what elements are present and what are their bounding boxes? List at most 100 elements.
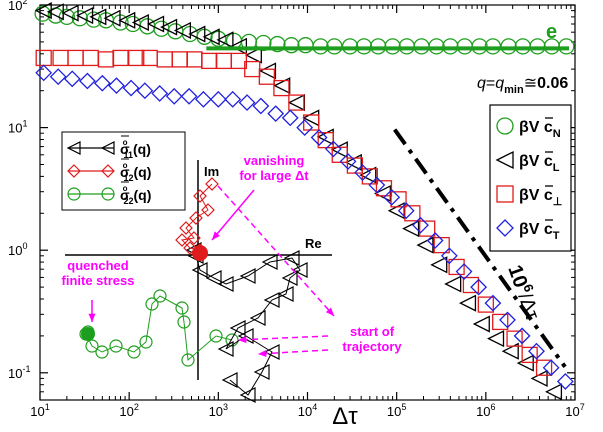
data-point <box>373 184 392 203</box>
trajectory-22-point <box>181 353 195 367</box>
data-point <box>281 109 299 127</box>
data-point <box>462 276 480 294</box>
trajectory-11-point <box>239 268 256 284</box>
data-point <box>112 49 129 67</box>
data-point <box>556 373 574 390</box>
data-point <box>63 70 81 88</box>
data-point <box>194 90 212 108</box>
data-point <box>297 37 314 54</box>
data-point <box>216 31 234 49</box>
data-point <box>273 77 291 95</box>
data-point <box>131 13 149 32</box>
data-point <box>302 109 320 127</box>
data-point <box>61 4 79 22</box>
data-point <box>89 8 107 26</box>
data-point <box>339 152 357 170</box>
data-point <box>477 296 494 313</box>
data-point <box>397 202 415 220</box>
trajectory-11-point <box>281 270 298 286</box>
data-point <box>542 359 560 377</box>
trajectory-12-point <box>201 203 215 217</box>
data-point <box>433 236 450 254</box>
trajectory-12-point <box>187 231 201 245</box>
data-point <box>455 263 473 280</box>
data-point <box>147 15 165 33</box>
legend-marker <box>496 117 514 135</box>
data-point <box>544 383 563 401</box>
vanishing-dashed-line-head <box>325 307 334 316</box>
x-tick-label: 102 <box>119 402 138 419</box>
data-point <box>78 72 96 90</box>
data-point <box>383 188 401 206</box>
legend-label: βV cL <box>519 153 560 174</box>
x-tick-label: 105 <box>387 402 406 419</box>
data-point <box>188 25 206 43</box>
trajectory-11-point <box>261 254 278 270</box>
data-point <box>215 52 232 70</box>
data-point <box>324 140 342 158</box>
inset-legend-marker <box>66 141 81 155</box>
start-arrow-1-head <box>238 336 247 344</box>
data-point <box>470 278 488 296</box>
trajectory-12-point <box>179 221 193 235</box>
inset-legend-marker <box>67 187 81 201</box>
data-point <box>165 87 183 105</box>
trajectory-11-point <box>283 250 300 266</box>
trajectory-12-line <box>180 183 213 251</box>
start-arrow-2 <box>257 349 329 355</box>
data-point <box>499 311 516 329</box>
trajectory-12-point <box>189 211 203 225</box>
inset-legend-label: σo 11(q) <box>120 138 151 160</box>
trajectory-12-point <box>205 177 219 191</box>
axis-ticks: 101 102 103 104 105 106 107 10-1 100 101 102 <box>8 0 585 419</box>
data-point <box>530 369 548 387</box>
data-point <box>97 51 115 68</box>
data-point <box>404 205 421 222</box>
data-point <box>258 62 277 80</box>
data-point <box>46 3 64 21</box>
start-annotation: start of trajectory <box>342 324 402 354</box>
quenched-arrow-head <box>88 313 96 322</box>
legend-label: βV c⊥ <box>519 187 562 208</box>
data-point <box>141 49 158 67</box>
start-arrow-2-head <box>258 350 267 358</box>
vanishing-arrow <box>211 189 255 241</box>
legend-marker <box>496 219 514 237</box>
trajectory-22-point <box>177 315 191 329</box>
legend-label: βV cN <box>519 119 561 140</box>
data-point <box>430 256 448 274</box>
data-point <box>528 342 545 360</box>
data-point <box>419 220 436 237</box>
inset-legend-label: σo 22(q) <box>120 184 151 206</box>
legend-marker <box>496 185 514 203</box>
data-point <box>296 119 314 137</box>
series-2 <box>35 49 553 376</box>
data-point <box>287 94 306 112</box>
series-3 <box>35 64 574 390</box>
trajectory-12-point <box>183 241 197 255</box>
data-point <box>368 176 386 194</box>
data-point <box>444 275 462 293</box>
data-point <box>255 34 272 52</box>
data-point <box>487 330 505 348</box>
data-point <box>288 94 305 111</box>
data-point <box>238 94 256 111</box>
vanishing-annotation: vanishing for large Δt <box>239 153 309 183</box>
data-point <box>186 51 203 68</box>
data-point <box>513 327 531 345</box>
inset-im-label: Im <box>204 164 219 179</box>
data-point <box>426 232 444 249</box>
trajectory-22-point <box>109 339 123 353</box>
data-point <box>160 18 178 36</box>
trajectory-11-point <box>277 286 294 302</box>
data-point <box>267 105 285 123</box>
trajectory-11-line <box>193 249 301 396</box>
data-point <box>173 21 192 40</box>
series-1 <box>34 2 563 401</box>
trajectory-11-point <box>229 320 246 336</box>
trajectory-11-point <box>253 364 270 380</box>
reference-lines <box>206 46 569 368</box>
data-point <box>472 315 490 333</box>
y-tick-label: 101 <box>8 119 27 136</box>
